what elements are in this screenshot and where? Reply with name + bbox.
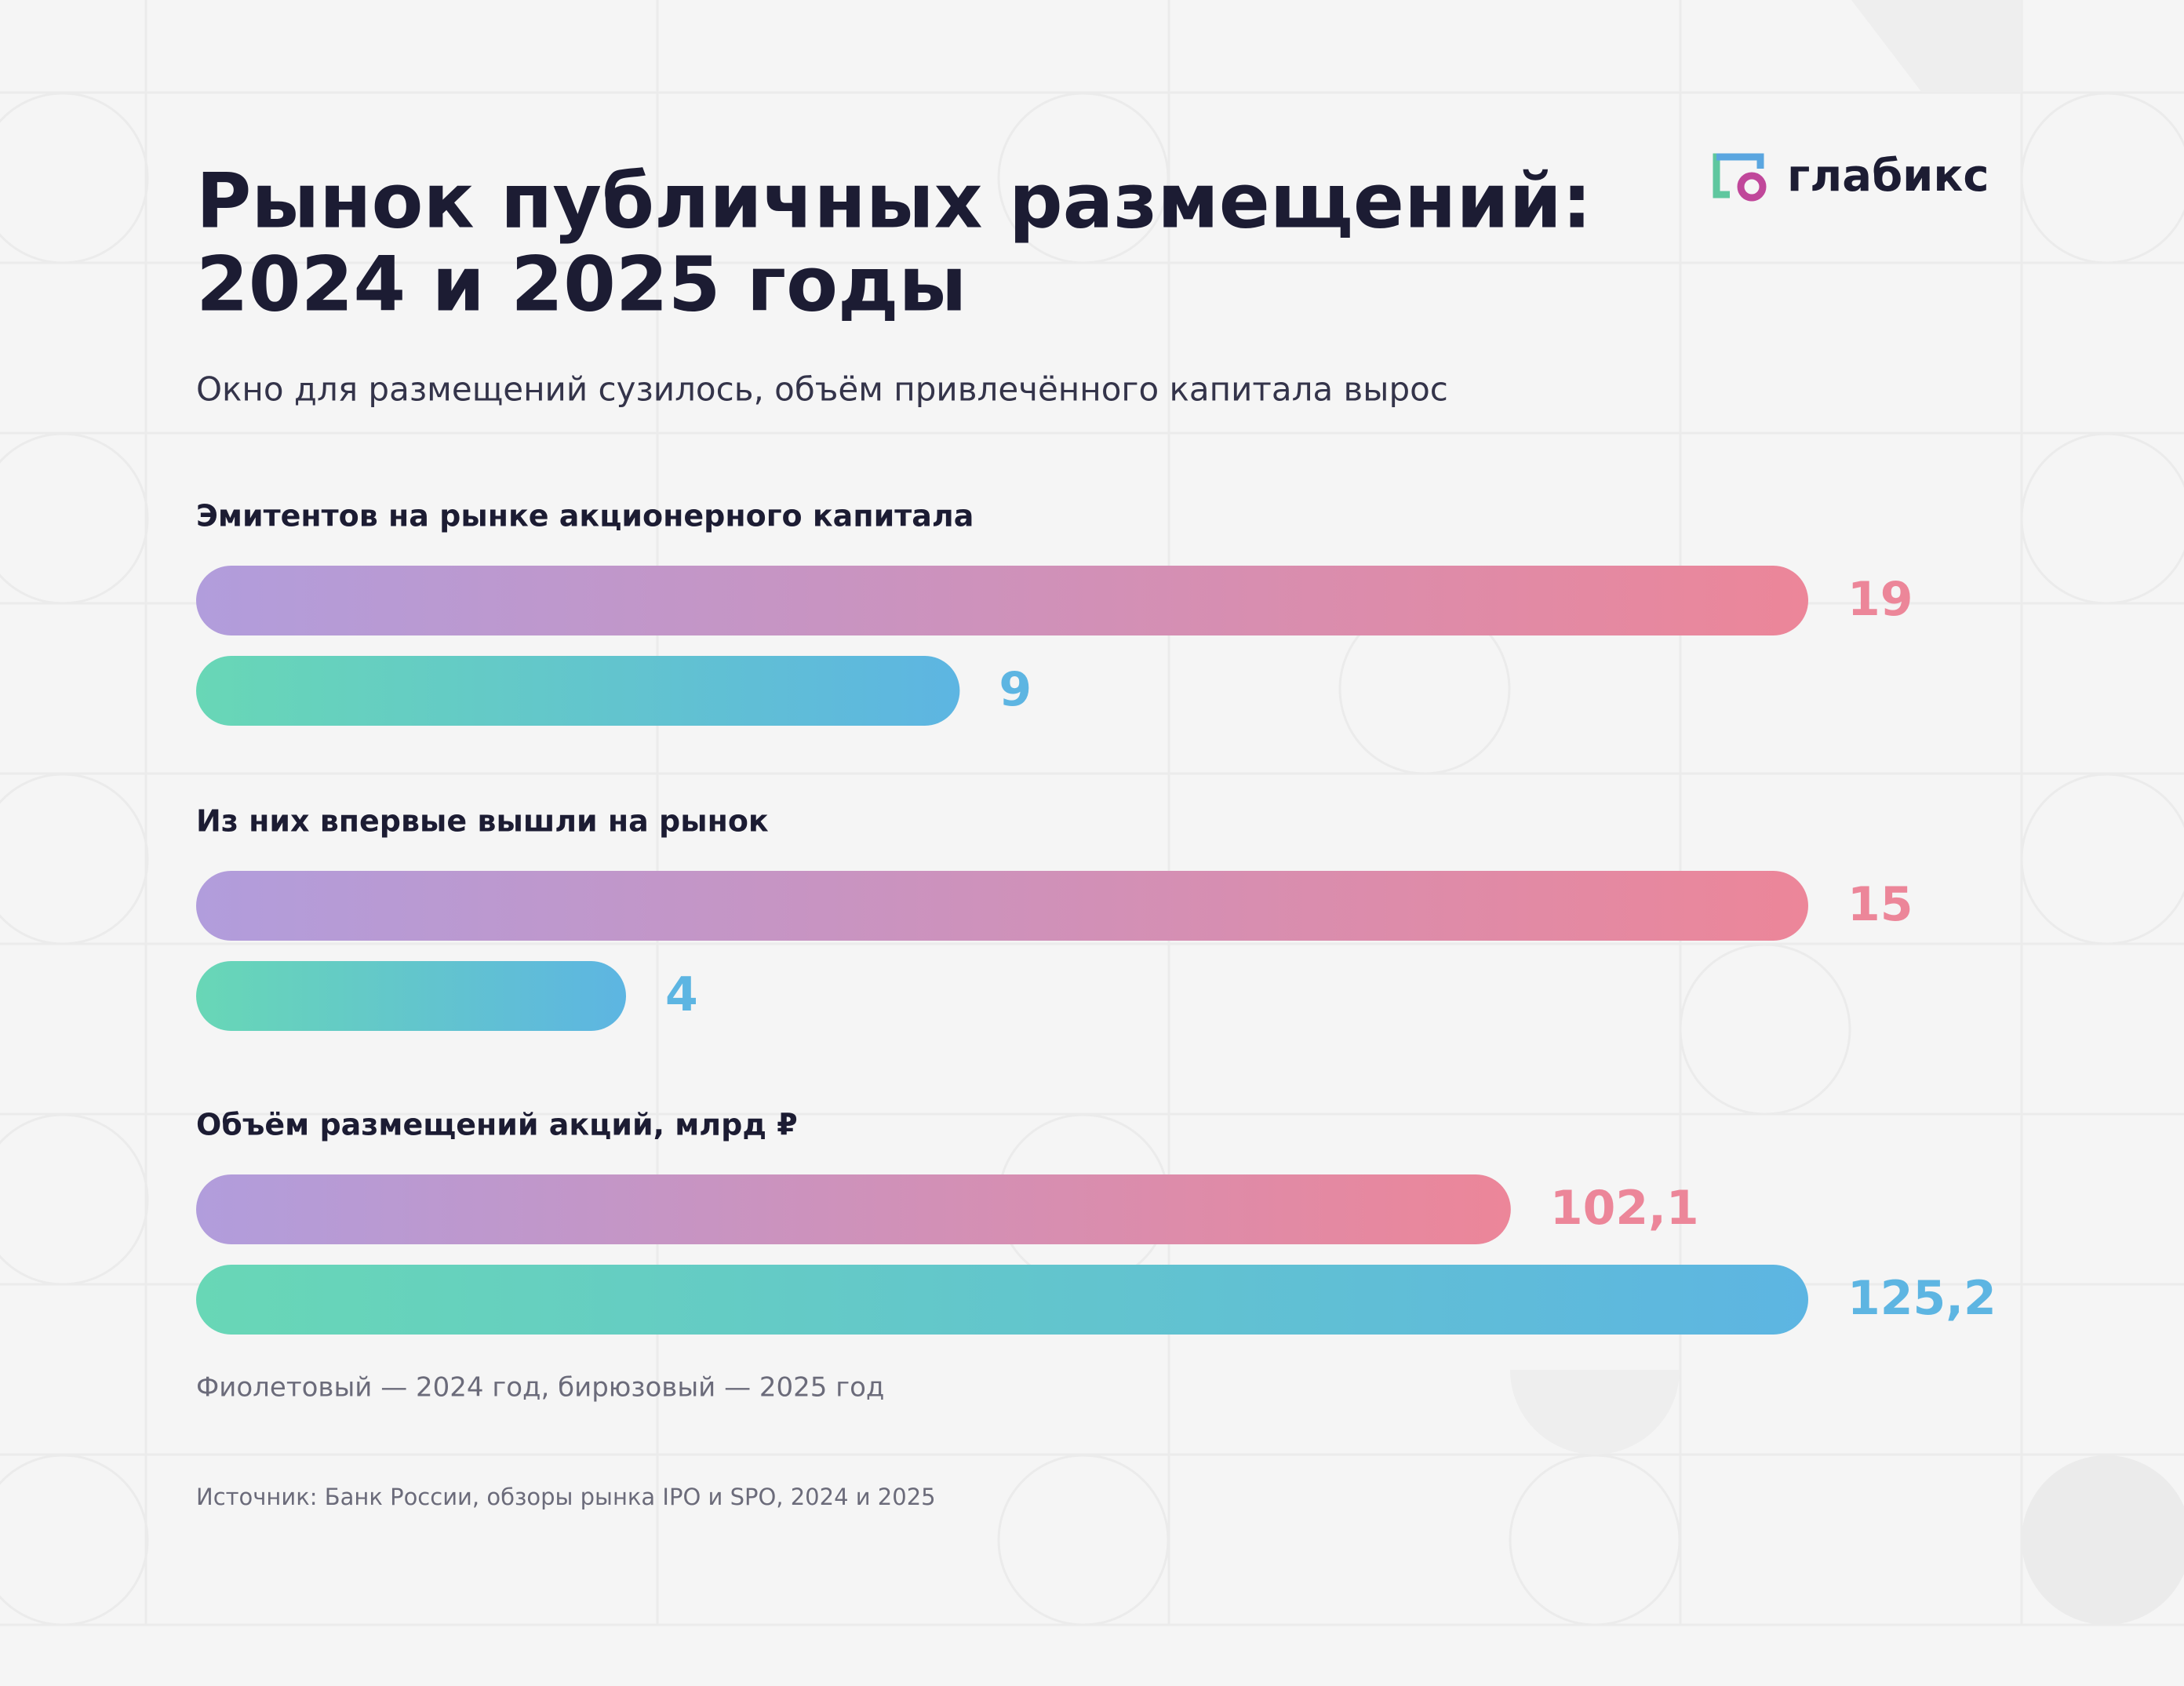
bar-group: Эмитентов на рынке акционерного капитала… [196, 499, 1913, 726]
bar [196, 1174, 1511, 1244]
value-label: 15 [1847, 877, 1913, 932]
legend-note: Фиолетовый — 2024 год, бирюзовый — 2025 … [196, 1372, 884, 1404]
bar [196, 566, 1808, 635]
value-label: 19 [1847, 572, 1913, 627]
logo: глабикс [1713, 151, 1989, 202]
bar [196, 1265, 1808, 1335]
value-label: 4 [665, 967, 698, 1022]
group-title: Объём размещений акций, млрд ₽ [196, 1108, 798, 1142]
background-shapes [1510, 0, 2184, 1625]
bar [196, 871, 1808, 941]
logo-text: глабикс [1787, 151, 1989, 202]
background-pattern [0, 0, 2184, 1625]
value-label: 102,1 [1550, 1181, 1699, 1236]
bar [196, 656, 960, 726]
bar-group: Объём размещений акций, млрд ₽ 102,1 125,2 [196, 1108, 1997, 1335]
subtitle: Окно для размещений сузилось, объём прив… [196, 370, 1448, 409]
value-label: 125,2 [1847, 1271, 1997, 1326]
title-line: Рынок публичных размещений: [196, 157, 1592, 245]
group-title: Эмитентов на рынке акционерного капитала [196, 499, 974, 533]
value-label: 9 [999, 662, 1032, 717]
group-title: Из них впервые вышли на рынок [196, 804, 769, 839]
bar-group: Из них впервые вышли на рынок 15 4 [196, 804, 1913, 1031]
bar [196, 961, 626, 1031]
title-line: 2024 и 2025 годы [196, 240, 966, 328]
source: Источник: Банк России, обзоры рынка IPO … [196, 1484, 936, 1510]
